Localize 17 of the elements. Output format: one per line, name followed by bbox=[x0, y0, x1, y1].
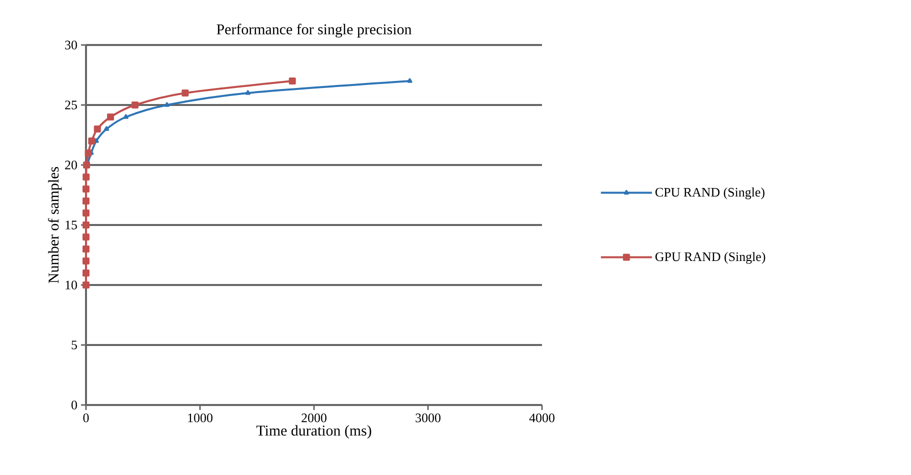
y-tick-label: 20 bbox=[65, 160, 77, 170]
y-tick-label: 15 bbox=[66, 220, 77, 230]
x-tick-label: 1000 bbox=[188, 414, 212, 422]
x-tick-label: 4000 bbox=[529, 414, 554, 422]
y-tick-label: 25 bbox=[65, 100, 77, 110]
y-tick-label: 10 bbox=[66, 280, 77, 290]
legend-label: CPU RAND (Single) bbox=[655, 188, 764, 200]
x-axis-title: Time duration (ms) bbox=[256, 425, 372, 439]
y-tick-label: 30 bbox=[65, 40, 77, 50]
x-tick-label: 0 bbox=[83, 414, 89, 422]
x-tick-label: 3000 bbox=[416, 414, 440, 422]
legend-label: GPU RAND (Single) bbox=[655, 252, 766, 264]
chart-title: Performance for single precision bbox=[216, 24, 412, 38]
x-tick-label: 2000 bbox=[302, 414, 326, 422]
y-axis-title: Number of samples bbox=[48, 167, 62, 284]
y-tick-label: 5 bbox=[72, 340, 77, 350]
y-tick-label: 0 bbox=[72, 400, 77, 410]
